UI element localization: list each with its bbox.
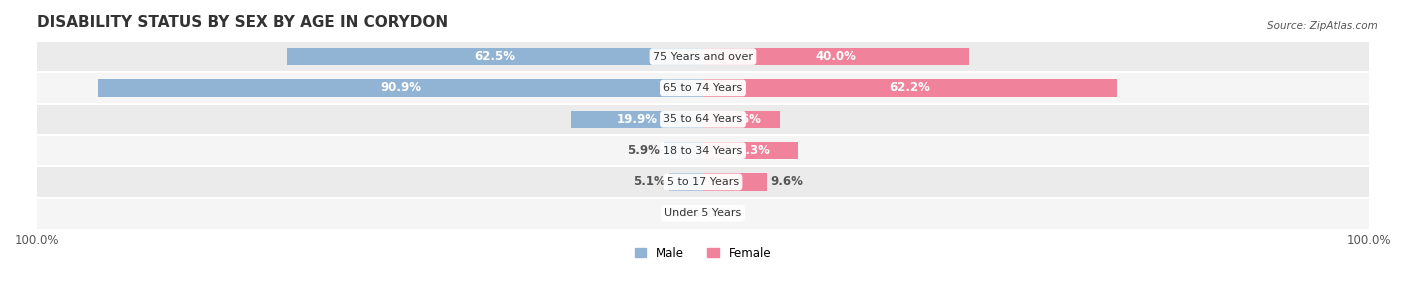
Text: 0.0%: 0.0% xyxy=(706,207,740,220)
Bar xyxy=(37,135,1369,166)
Text: 65 to 74 Years: 65 to 74 Years xyxy=(664,83,742,93)
Text: 40.0%: 40.0% xyxy=(815,50,856,63)
Text: 62.5%: 62.5% xyxy=(474,50,516,63)
Bar xyxy=(37,104,1369,135)
Text: 14.3%: 14.3% xyxy=(730,144,770,157)
Text: 5.1%: 5.1% xyxy=(633,175,665,188)
Bar xyxy=(37,198,1369,229)
Legend: Male, Female: Male, Female xyxy=(630,242,776,264)
Bar xyxy=(287,48,703,65)
Text: Source: ZipAtlas.com: Source: ZipAtlas.com xyxy=(1267,21,1378,31)
Bar xyxy=(37,72,1369,104)
Text: 35 to 64 Years: 35 to 64 Years xyxy=(664,114,742,124)
Bar xyxy=(37,41,1369,72)
Text: 90.9%: 90.9% xyxy=(380,81,420,95)
Text: 0.0%: 0.0% xyxy=(666,207,700,220)
Text: 5 to 17 Years: 5 to 17 Years xyxy=(666,177,740,187)
Text: 75 Years and over: 75 Years and over xyxy=(652,52,754,62)
Bar xyxy=(703,79,1118,97)
Text: DISABILITY STATUS BY SEX BY AGE IN CORYDON: DISABILITY STATUS BY SEX BY AGE IN CORYD… xyxy=(37,15,449,30)
Bar xyxy=(37,166,1369,198)
Text: 18 to 34 Years: 18 to 34 Years xyxy=(664,145,742,156)
Bar xyxy=(669,173,703,191)
Text: Under 5 Years: Under 5 Years xyxy=(665,208,741,218)
Bar xyxy=(703,173,766,191)
Text: 62.2%: 62.2% xyxy=(890,81,931,95)
Bar xyxy=(703,142,799,159)
Bar xyxy=(703,48,969,65)
Text: 11.6%: 11.6% xyxy=(721,113,762,126)
Bar xyxy=(664,142,703,159)
Text: 19.9%: 19.9% xyxy=(616,113,657,126)
Bar xyxy=(571,111,703,128)
Text: 5.9%: 5.9% xyxy=(627,144,661,157)
Bar xyxy=(703,111,780,128)
Bar xyxy=(98,79,703,97)
Text: 9.6%: 9.6% xyxy=(770,175,803,188)
